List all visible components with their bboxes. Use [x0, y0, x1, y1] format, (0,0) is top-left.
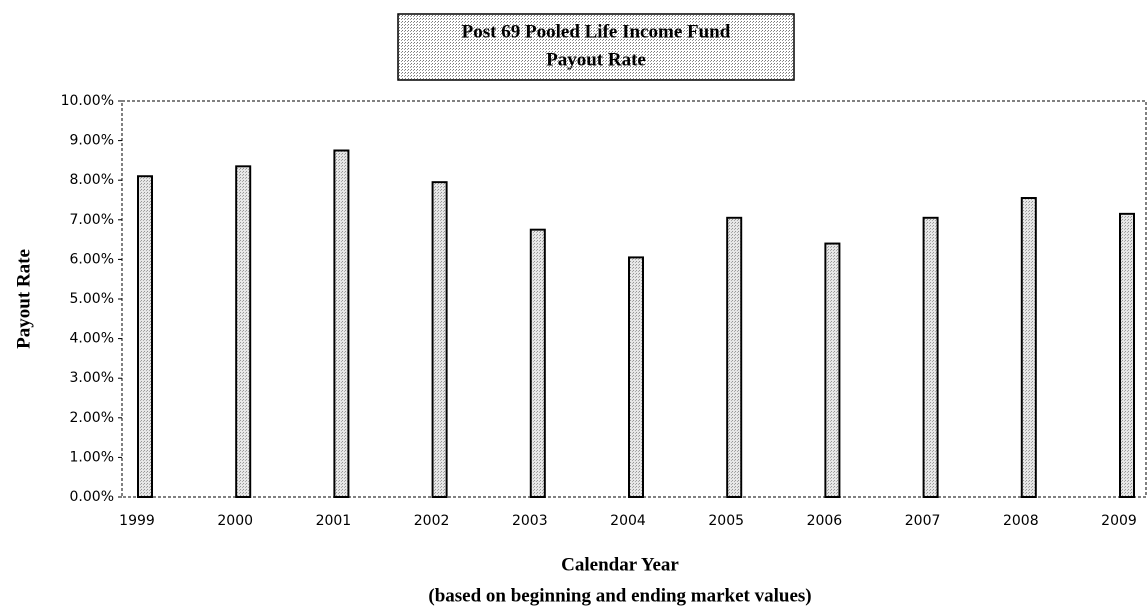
y-tick-label: 10.00%	[61, 93, 114, 109]
y-tick-label: 1.00%	[70, 449, 114, 465]
x-tick-label: 2006	[807, 513, 843, 529]
y-tick-label: 3.00%	[70, 370, 114, 386]
x-tick-label: 2004	[610, 513, 646, 529]
x-axis-label: Calendar Year	[561, 554, 679, 575]
y-tick-label: 2.00%	[70, 410, 114, 426]
note: (based on beginning and ending market va…	[428, 585, 811, 606]
y-tick-label: 8.00%	[70, 172, 114, 188]
bar-texture	[1121, 214, 1133, 497]
y-axis-label: Payout Rate	[13, 249, 34, 349]
x-tick-label: 2008	[1003, 513, 1039, 529]
bar-texture	[237, 167, 250, 496]
bar-texture	[531, 230, 544, 496]
y-tick-label: 5.00%	[70, 291, 114, 307]
bar-texture	[924, 218, 937, 496]
title-box	[397, 13, 795, 81]
bar-texture	[826, 244, 839, 496]
x-tick-label: 2007	[905, 513, 941, 529]
y-tick-label: 7.00%	[70, 212, 114, 228]
chart-title: Post 69 Pooled Life Income Fund	[462, 21, 731, 42]
bar-texture	[728, 218, 741, 496]
x-tick-label: 2001	[316, 513, 352, 529]
y-tick-label: 9.00%	[70, 133, 114, 149]
bar-texture	[433, 183, 446, 496]
bar-texture	[335, 151, 348, 496]
chart-title: Payout Rate	[546, 49, 646, 70]
y-tick-label: 0.00%	[70, 489, 114, 505]
bar-texture	[139, 177, 151, 497]
x-tick-label: 2002	[414, 513, 450, 529]
x-tick-label: 2009	[1101, 513, 1137, 529]
x-tick-label: 1999	[119, 513, 155, 529]
x-tick-label: 2005	[708, 513, 744, 529]
x-tick-label: 2000	[217, 513, 253, 529]
y-tick-label: 4.00%	[70, 331, 114, 347]
x-tick-label: 2003	[512, 513, 548, 529]
y-tick-label: 6.00%	[70, 251, 114, 267]
bar-texture	[630, 258, 642, 496]
bar-texture	[1022, 199, 1035, 496]
